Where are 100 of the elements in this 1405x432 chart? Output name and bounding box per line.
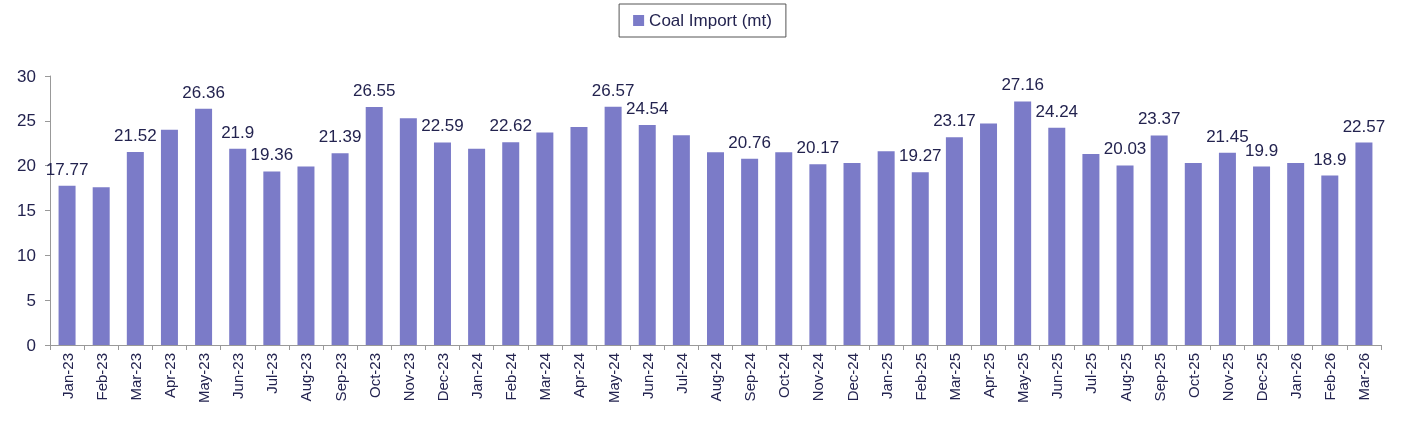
bar <box>1184 162 1202 345</box>
x-tick-label: Jul-24 <box>672 353 690 394</box>
x-tick-label: Aug-25 <box>1116 353 1134 402</box>
x-tick-label: Jan-25 <box>877 353 895 399</box>
data-label: 18.9 <box>1313 149 1347 169</box>
bar <box>195 108 213 345</box>
x-tick-label: Sep-23 <box>331 353 349 402</box>
data-label: 26.57 <box>591 80 635 100</box>
bar <box>1014 101 1032 345</box>
data-label: 17.77 <box>45 159 89 179</box>
x-tick-label: Jun-24 <box>638 353 656 399</box>
x-tick-label: Sep-25 <box>1150 353 1168 402</box>
x-tick-label: Aug-24 <box>707 353 724 402</box>
data-label: 22.59 <box>421 116 464 136</box>
x-tick-label: Dec-24 <box>843 353 861 402</box>
bar <box>297 166 315 345</box>
bar <box>263 171 281 345</box>
y-tick-label: 10 <box>17 245 36 265</box>
x-tick-label: Oct-25 <box>1184 353 1202 399</box>
bar <box>331 153 349 345</box>
legend-label: Coal Import (mt) <box>649 11 772 30</box>
bar <box>775 152 793 345</box>
x-tick-label: Mar-26 <box>1355 353 1373 401</box>
x-tick-label: Mar-24 <box>536 353 554 401</box>
bar <box>980 123 998 345</box>
data-label: 20.76 <box>728 132 771 152</box>
bar <box>160 129 178 345</box>
x-tick-label: Apr-24 <box>570 353 588 399</box>
data-label: 21.9 <box>221 122 255 142</box>
x-tick-label: Aug-23 <box>297 353 315 402</box>
data-label: 21.52 <box>114 126 157 146</box>
bar <box>672 135 690 345</box>
data-label: 20.17 <box>796 138 840 158</box>
y-tick-label: 30 <box>17 66 36 86</box>
x-tick-label: Jan-23 <box>58 353 76 399</box>
bar <box>536 132 554 345</box>
x-tick-label: Oct-23 <box>365 353 383 399</box>
x-tick-label: Dec-25 <box>1253 353 1271 402</box>
x-tick-label: Jan-26 <box>1287 353 1305 399</box>
bar <box>638 124 656 345</box>
x-tick-label: Mar-23 <box>126 353 144 401</box>
data-label: 23.17 <box>933 111 976 131</box>
x-tick-label: Feb-24 <box>502 353 520 401</box>
bar <box>1355 142 1373 345</box>
data-label: 24.54 <box>625 98 669 118</box>
x-tick-label: Jun-25 <box>1048 353 1066 399</box>
data-label: 23.37 <box>1137 109 1181 129</box>
bar <box>1218 152 1236 345</box>
bar <box>399 118 417 345</box>
bar <box>741 158 759 345</box>
bar <box>1150 135 1168 345</box>
bar <box>468 148 486 345</box>
bar <box>365 106 383 345</box>
data-label: 26.36 <box>182 82 225 102</box>
x-tick-label: Feb-23 <box>92 353 110 401</box>
x-tick-label: Mar-25 <box>945 353 963 401</box>
bar <box>809 164 827 345</box>
x-tick-label: Nov-23 <box>399 353 417 402</box>
bar <box>126 152 144 345</box>
bar <box>1321 175 1339 345</box>
bar <box>1048 127 1066 345</box>
data-label: 21.39 <box>318 127 362 147</box>
data-label: 24.24 <box>1035 101 1079 121</box>
bar <box>877 151 895 345</box>
x-tick-label: Nov-25 <box>1218 353 1236 402</box>
bar <box>1116 165 1134 345</box>
bar <box>502 142 520 345</box>
y-tick-label: 25 <box>17 111 36 131</box>
x-tick-label: Feb-25 <box>911 353 929 401</box>
bar <box>945 137 963 345</box>
x-tick-label: Apr-23 <box>160 353 178 399</box>
bar <box>604 106 622 345</box>
x-tick-label: Oct-24 <box>775 353 793 399</box>
data-label: 27.16 <box>1001 75 1044 95</box>
x-tick-label: Dec-23 <box>433 353 451 402</box>
bar <box>58 185 76 345</box>
y-tick-label: 15 <box>17 201 36 220</box>
bar <box>707 152 724 345</box>
y-tick-label: 20 <box>17 156 36 176</box>
x-tick-label: Nov-24 <box>809 353 827 402</box>
x-tick-label: Apr-25 <box>980 353 998 399</box>
bar <box>229 148 247 345</box>
x-tick-label: Jan-24 <box>468 353 486 399</box>
x-tick-label: Jun-23 <box>229 353 247 399</box>
x-tick-label: May-25 <box>1014 353 1032 404</box>
y-tick-label: 0 <box>26 335 36 355</box>
bar <box>911 172 929 345</box>
x-tick-label: Jul-25 <box>1082 353 1100 394</box>
x-tick-label: May-23 <box>195 353 213 404</box>
data-label: 22.62 <box>489 116 532 136</box>
x-tick-label: Jul-23 <box>263 353 281 394</box>
bar <box>1287 162 1305 345</box>
bar <box>1082 154 1100 345</box>
x-tick-label: May-24 <box>604 353 622 404</box>
bar <box>843 162 861 345</box>
bar <box>433 142 451 345</box>
data-label: 19.36 <box>250 145 294 165</box>
x-tick-label: Feb-26 <box>1321 353 1339 401</box>
x-tick-label: Sep-24 <box>741 353 759 402</box>
data-label: 19.27 <box>899 146 942 166</box>
